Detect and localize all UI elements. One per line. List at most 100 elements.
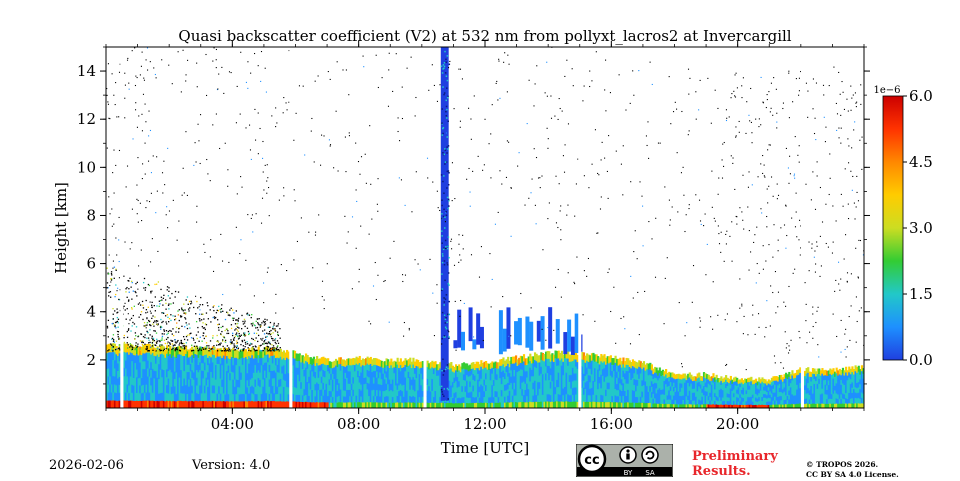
aerosol-speck <box>189 301 190 302</box>
cloud-speck <box>441 66 443 68</box>
aerosol-speck <box>115 322 116 323</box>
aerosol-speck <box>134 338 135 339</box>
aerosol-speck <box>272 349 273 350</box>
cloud-speck <box>443 193 445 195</box>
aerosol-speck <box>177 349 178 350</box>
aerosol-speck <box>236 310 237 311</box>
aerosol-speck <box>151 338 152 339</box>
cloud-speck <box>448 301 450 303</box>
aerosol-speck <box>114 326 115 327</box>
noise-speck <box>530 192 531 193</box>
aerosol-speck <box>227 345 228 346</box>
elevated-cloud <box>575 314 579 353</box>
noise-speck <box>286 270 287 271</box>
cloud-speck <box>444 260 446 262</box>
noise-speck <box>156 321 157 322</box>
aerosol-speck <box>124 335 125 336</box>
aerosol-speck <box>176 322 177 323</box>
noise-speck <box>462 78 463 79</box>
aerosol-speck <box>196 321 197 322</box>
aerosol-speck <box>268 327 269 328</box>
aerosol-speck <box>174 319 175 320</box>
aerosol-speck <box>182 345 183 346</box>
aerosol-speck <box>203 333 204 334</box>
cloud-speck <box>447 148 449 150</box>
aerosol-speck <box>237 336 238 337</box>
noise-speck <box>644 291 645 292</box>
noise-speck <box>774 355 775 356</box>
aerosol-speck <box>117 317 118 318</box>
cloud-speck <box>445 400 447 402</box>
aerosol-speck <box>108 292 109 293</box>
cloud-speck <box>446 187 448 189</box>
aerosol-speck <box>148 320 149 321</box>
aerosol-speck <box>155 345 156 346</box>
aerosol-speck <box>205 348 206 349</box>
aerosol-speck <box>146 338 147 339</box>
noise-speck <box>157 191 158 192</box>
aerosol-speck <box>217 324 218 325</box>
aerosol-speck <box>152 342 153 343</box>
noise-speck <box>296 113 297 114</box>
aerosol-speck <box>117 312 118 313</box>
aerosol-speck <box>247 328 248 329</box>
aerosol-speck <box>186 322 187 323</box>
aerosol-speck <box>115 349 116 350</box>
noise-speck <box>770 285 771 286</box>
elevated-cloud <box>480 327 484 348</box>
aerosol-speck <box>111 279 112 280</box>
noise-speck <box>731 221 732 222</box>
cloud-speck <box>448 336 450 338</box>
aerosol-speck <box>145 289 146 290</box>
aerosol-speck <box>152 339 153 340</box>
aerosol-speck <box>262 343 263 344</box>
aerosol-speck <box>144 337 145 338</box>
aerosol-speck <box>159 344 160 345</box>
aerosol-speck <box>241 328 242 329</box>
cloud-speck <box>445 111 447 113</box>
aerosol-speck <box>184 345 185 346</box>
aerosol-speck <box>216 312 217 313</box>
aerosol-speck <box>225 319 226 320</box>
noise-speck <box>850 86 851 87</box>
aerosol-speck <box>107 326 108 327</box>
aerosol-speck <box>245 344 246 345</box>
aerosol-speck <box>257 322 258 323</box>
cloud-speck <box>447 364 449 366</box>
aerosol-speck <box>131 307 132 308</box>
aerosol-speck <box>125 291 126 292</box>
aerosol-speck <box>143 342 144 343</box>
cloud-speck <box>445 72 447 74</box>
aerosol-speck <box>175 348 176 349</box>
cloud-speck <box>441 389 443 391</box>
aerosol-speck <box>107 268 108 269</box>
aerosol-speck <box>218 310 219 311</box>
noise-speck <box>251 218 252 219</box>
aerosol-speck <box>145 325 146 326</box>
cloud-speck <box>448 145 450 147</box>
aerosol-speck <box>150 292 151 293</box>
aerosol-speck <box>111 274 112 275</box>
aerosol-speck <box>114 296 115 297</box>
aerosol-speck <box>135 283 136 284</box>
cloud-speck <box>445 246 447 248</box>
cloud-speck <box>444 66 446 68</box>
noise-speck <box>449 61 450 62</box>
aerosol-speck <box>226 328 227 329</box>
cloud-speck <box>447 55 449 57</box>
noise-speck <box>469 192 470 193</box>
aerosol-speck <box>257 318 258 319</box>
aerosol-speck <box>170 314 171 315</box>
aerosol-speck <box>208 318 209 319</box>
aerosol-speck <box>107 282 108 283</box>
aerosol-speck <box>179 309 180 310</box>
aerosol-speck <box>226 333 227 334</box>
noise-speck <box>766 300 767 301</box>
cloud-speck <box>443 249 445 251</box>
aerosol-speck <box>161 339 162 340</box>
cloud-speck <box>443 94 445 96</box>
aerosol-speck <box>129 346 130 347</box>
aerosol-speck <box>236 332 237 333</box>
aerosol-speck <box>208 350 209 351</box>
noise-speck <box>427 177 428 178</box>
